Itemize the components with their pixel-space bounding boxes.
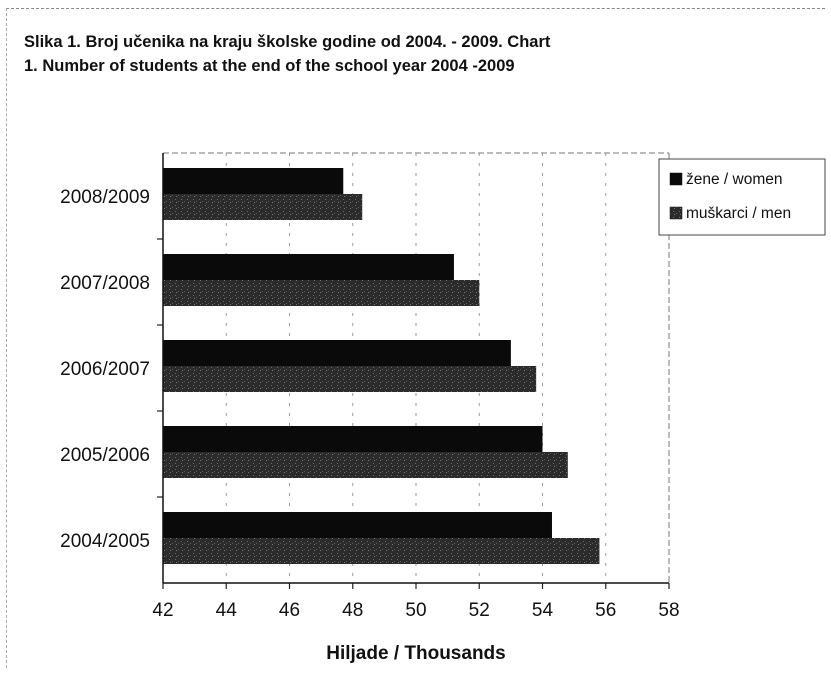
- bar-women: [163, 512, 552, 538]
- bar-men: [163, 538, 600, 564]
- x-tick-label: 52: [469, 600, 490, 621]
- chart-title: Slika 1. Broj učenika na kraju školske g…: [24, 30, 724, 78]
- bar-women: [163, 254, 454, 280]
- x-tick-label: 56: [595, 600, 616, 621]
- category-label: 2005/2006: [60, 445, 150, 466]
- chart-frame: [6, 8, 825, 668]
- x-tick-label: 46: [279, 600, 300, 621]
- category-label: 2006/2007: [60, 359, 150, 380]
- category-label: 2007/2008: [60, 273, 150, 294]
- x-tick-label: 58: [658, 600, 679, 621]
- bar-women: [163, 340, 511, 366]
- chart-title-line-2: 1. Number of students at the end of the …: [24, 57, 515, 75]
- x-tick-label: 48: [342, 600, 363, 621]
- legend: žene / women muškarci / men: [658, 158, 826, 236]
- category-label: 2008/2009: [60, 187, 150, 208]
- x-tick-label: 44: [216, 600, 238, 621]
- legend-label-men: muškarci / men: [686, 205, 791, 222]
- bar-women: [163, 426, 543, 452]
- bar-men: [163, 194, 363, 220]
- legend-label-women: žene / women: [686, 171, 783, 188]
- x-tick-label: 42: [152, 600, 173, 621]
- category-label: 2004/2005: [60, 531, 150, 552]
- legend-swatch-men: [669, 206, 683, 220]
- bar-men: [163, 452, 568, 478]
- x-axis-title: Hiljade / Thousands: [326, 643, 505, 664]
- chart-title-line-1: Slika 1. Broj učenika na kraju školske g…: [24, 33, 551, 51]
- bar-men: [163, 366, 537, 392]
- legend-swatch-women: [669, 172, 683, 186]
- bar-men: [163, 280, 480, 306]
- plot-area: 42 44 46 48 50 52 54 56 58 2008/2009 2007/2008 2006…: [60, 152, 680, 664]
- x-tick-label: 50: [405, 600, 426, 621]
- legend-box: [658, 158, 826, 236]
- x-tick-label: 54: [532, 600, 554, 621]
- bar-women: [163, 168, 344, 194]
